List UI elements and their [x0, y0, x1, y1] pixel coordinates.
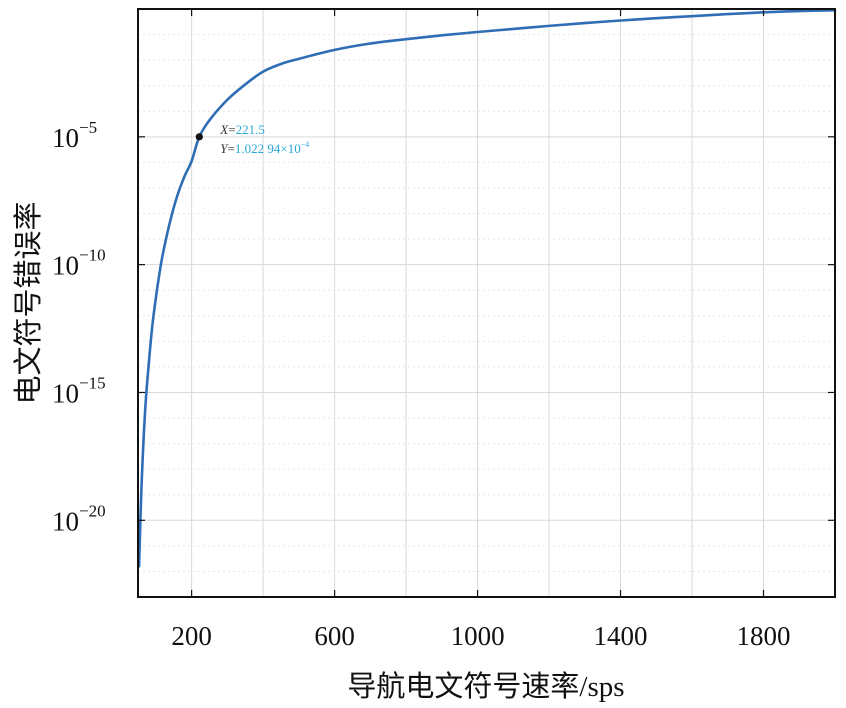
datatip-x-value: 221.5: [236, 122, 265, 137]
datatip-y-eq: =: [228, 141, 235, 156]
y-tick-label: 10−15: [52, 373, 106, 408]
x-axis-label: 导航电文符号速率/sps: [347, 670, 624, 703]
y-tick-exponent: −10: [79, 246, 106, 265]
y-axis-label: 电文符号错误率: [12, 201, 45, 404]
datatip-x-label: X: [219, 122, 229, 137]
x-tick-label: 200: [171, 621, 212, 651]
y-tick-base: 10: [52, 251, 79, 281]
y-tick-exponent: −15: [79, 373, 106, 392]
datatip-y-value: 1.022 94×10: [235, 141, 301, 156]
series-line: [137, 8, 837, 568]
x-axis-ticks: 200 600 1000 1400 1800: [171, 9, 791, 651]
y-tick-label: 10−5: [52, 118, 97, 153]
y-tick-base: 10: [52, 378, 79, 408]
datatip-y-label: Y: [220, 141, 229, 156]
y-tick-base: 10: [52, 506, 79, 536]
datatip-y-line: Y=1.022 94×10−4: [220, 140, 309, 156]
x-tick-label: 1000: [451, 621, 505, 651]
y-tick-label: 10−20: [52, 501, 106, 536]
y-tick-label: 10−10: [52, 246, 106, 281]
y-tick-exponent: −5: [79, 118, 97, 137]
plot-frame: [137, 8, 836, 598]
datatip-x-eq: =: [228, 122, 235, 137]
y-tick-exponent: −20: [79, 501, 106, 520]
y-tick-base: 10: [52, 123, 79, 153]
datatip-y-exponent: −4: [301, 140, 310, 149]
x-tick-label: 1800: [737, 621, 791, 651]
x-tick-label: 600: [314, 621, 355, 651]
x-tick-label: 1400: [594, 621, 648, 651]
datatip-x-line: X=221.5: [219, 122, 265, 137]
grid: [138, 9, 835, 597]
datatip: X=221.5 Y=1.022 94×10−4: [219, 122, 309, 156]
datatip-marker: [195, 133, 203, 141]
